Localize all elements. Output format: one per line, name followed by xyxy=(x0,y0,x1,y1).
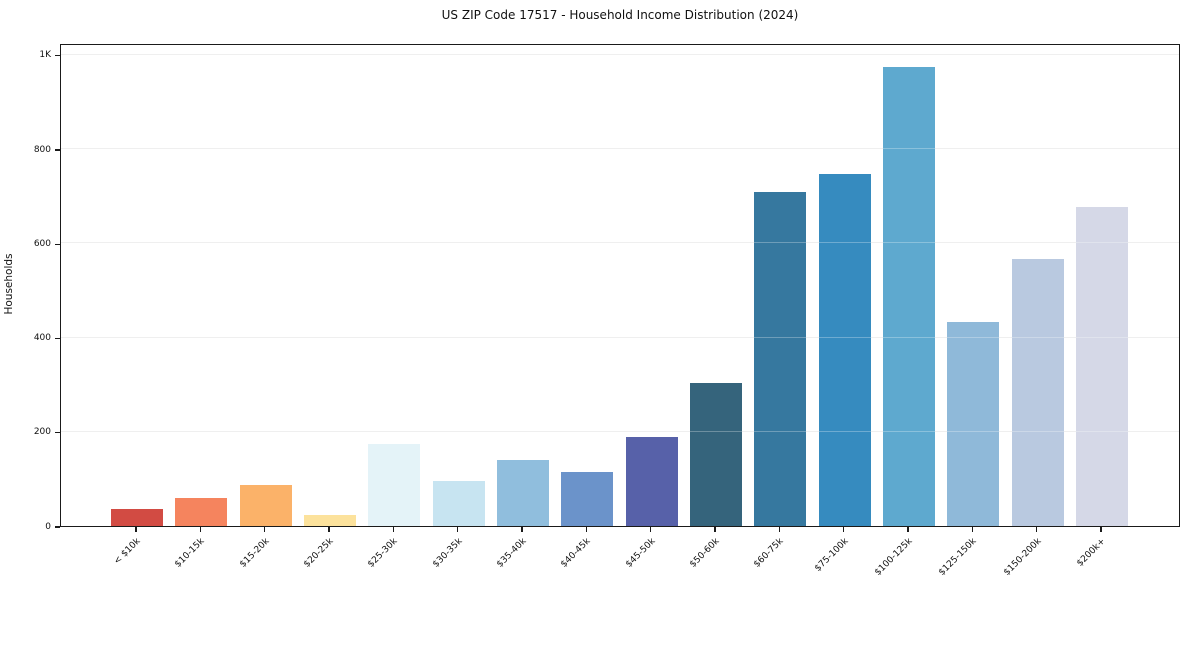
x-tick xyxy=(971,527,973,532)
x-tick-label: $25-30k xyxy=(366,536,400,570)
bar xyxy=(111,509,163,526)
x-tick xyxy=(1100,527,1102,532)
x-tick-label: $15-20k xyxy=(237,536,272,570)
y-tick xyxy=(55,526,60,528)
x-tick xyxy=(778,527,780,532)
y-tick xyxy=(55,243,60,245)
gridline xyxy=(61,242,1179,244)
bar xyxy=(496,460,549,526)
gridline xyxy=(61,53,1179,55)
x-tick-label: < $10k xyxy=(112,536,143,567)
x-tick-label: $150-200k xyxy=(1001,536,1044,578)
x-tick-label: $75-100k xyxy=(812,536,851,574)
y-tick-label: 0 xyxy=(45,521,51,532)
gridline xyxy=(61,148,1179,150)
bar xyxy=(1011,259,1064,526)
y-tick-label: 400 xyxy=(33,333,51,343)
bar xyxy=(882,66,935,526)
gridline-overlay xyxy=(61,430,1179,432)
x-tick-label: $50-60k xyxy=(688,536,722,570)
bar xyxy=(239,485,292,526)
x-tick xyxy=(907,527,909,532)
x-tick xyxy=(650,527,652,532)
x-tick-label: $60-75k xyxy=(752,536,786,570)
bar xyxy=(368,444,421,526)
y-tick-label: 600 xyxy=(33,238,51,249)
x-tick-label: $30-35k xyxy=(430,536,465,570)
x-tick xyxy=(199,527,201,532)
x-tick-label: $10-15k xyxy=(173,536,207,570)
x-tick xyxy=(328,527,330,532)
gridline-overlay xyxy=(61,53,1179,55)
gridline xyxy=(61,430,1179,432)
y-tick xyxy=(55,149,60,151)
x-tick-label: $100-125k xyxy=(873,536,915,578)
x-tick xyxy=(843,527,845,532)
x-tick xyxy=(585,527,587,532)
chart-title: US ZIP Code 17517 - Household Income Dis… xyxy=(441,8,799,22)
bar xyxy=(303,515,356,526)
bar xyxy=(561,471,614,526)
bar xyxy=(754,191,807,526)
x-tick-label: $45-50k xyxy=(623,536,658,570)
x-tick xyxy=(392,527,394,532)
x-tick-label: $20-25k xyxy=(302,536,336,570)
x-tick xyxy=(1036,527,1038,532)
gridline-overlay xyxy=(61,242,1179,244)
y-tick xyxy=(55,432,60,434)
income-distribution-chart: US ZIP Code 17517 - Household Income Dis… xyxy=(3,8,1180,578)
y-tick xyxy=(55,337,60,340)
y-tick-label: 1K xyxy=(39,50,51,61)
plot-area xyxy=(60,44,1180,527)
gridline-overlay xyxy=(61,148,1179,150)
x-tick-label: $35-40k xyxy=(495,536,529,570)
x-tick-label: $40-45k xyxy=(559,536,593,570)
bar xyxy=(175,498,228,526)
x-tick-label: $125-150k xyxy=(937,536,979,578)
bar xyxy=(689,383,742,526)
bar xyxy=(432,480,485,526)
x-tick xyxy=(135,527,137,532)
x-tick xyxy=(457,527,459,532)
bar xyxy=(1075,207,1128,526)
bar xyxy=(625,436,678,526)
y-tick xyxy=(55,55,60,57)
x-tick xyxy=(264,527,266,532)
bar xyxy=(818,174,871,526)
y-tick-label: 800 xyxy=(33,144,51,155)
bar xyxy=(947,322,1000,526)
x-tick xyxy=(714,527,716,532)
x-tick-label: $200k+ xyxy=(1075,536,1108,569)
gridline xyxy=(61,336,1179,338)
x-tick xyxy=(521,527,523,532)
y-tick-label: 200 xyxy=(33,427,51,438)
y-axis-label: Households xyxy=(3,253,15,315)
gridline-overlay xyxy=(61,336,1179,338)
